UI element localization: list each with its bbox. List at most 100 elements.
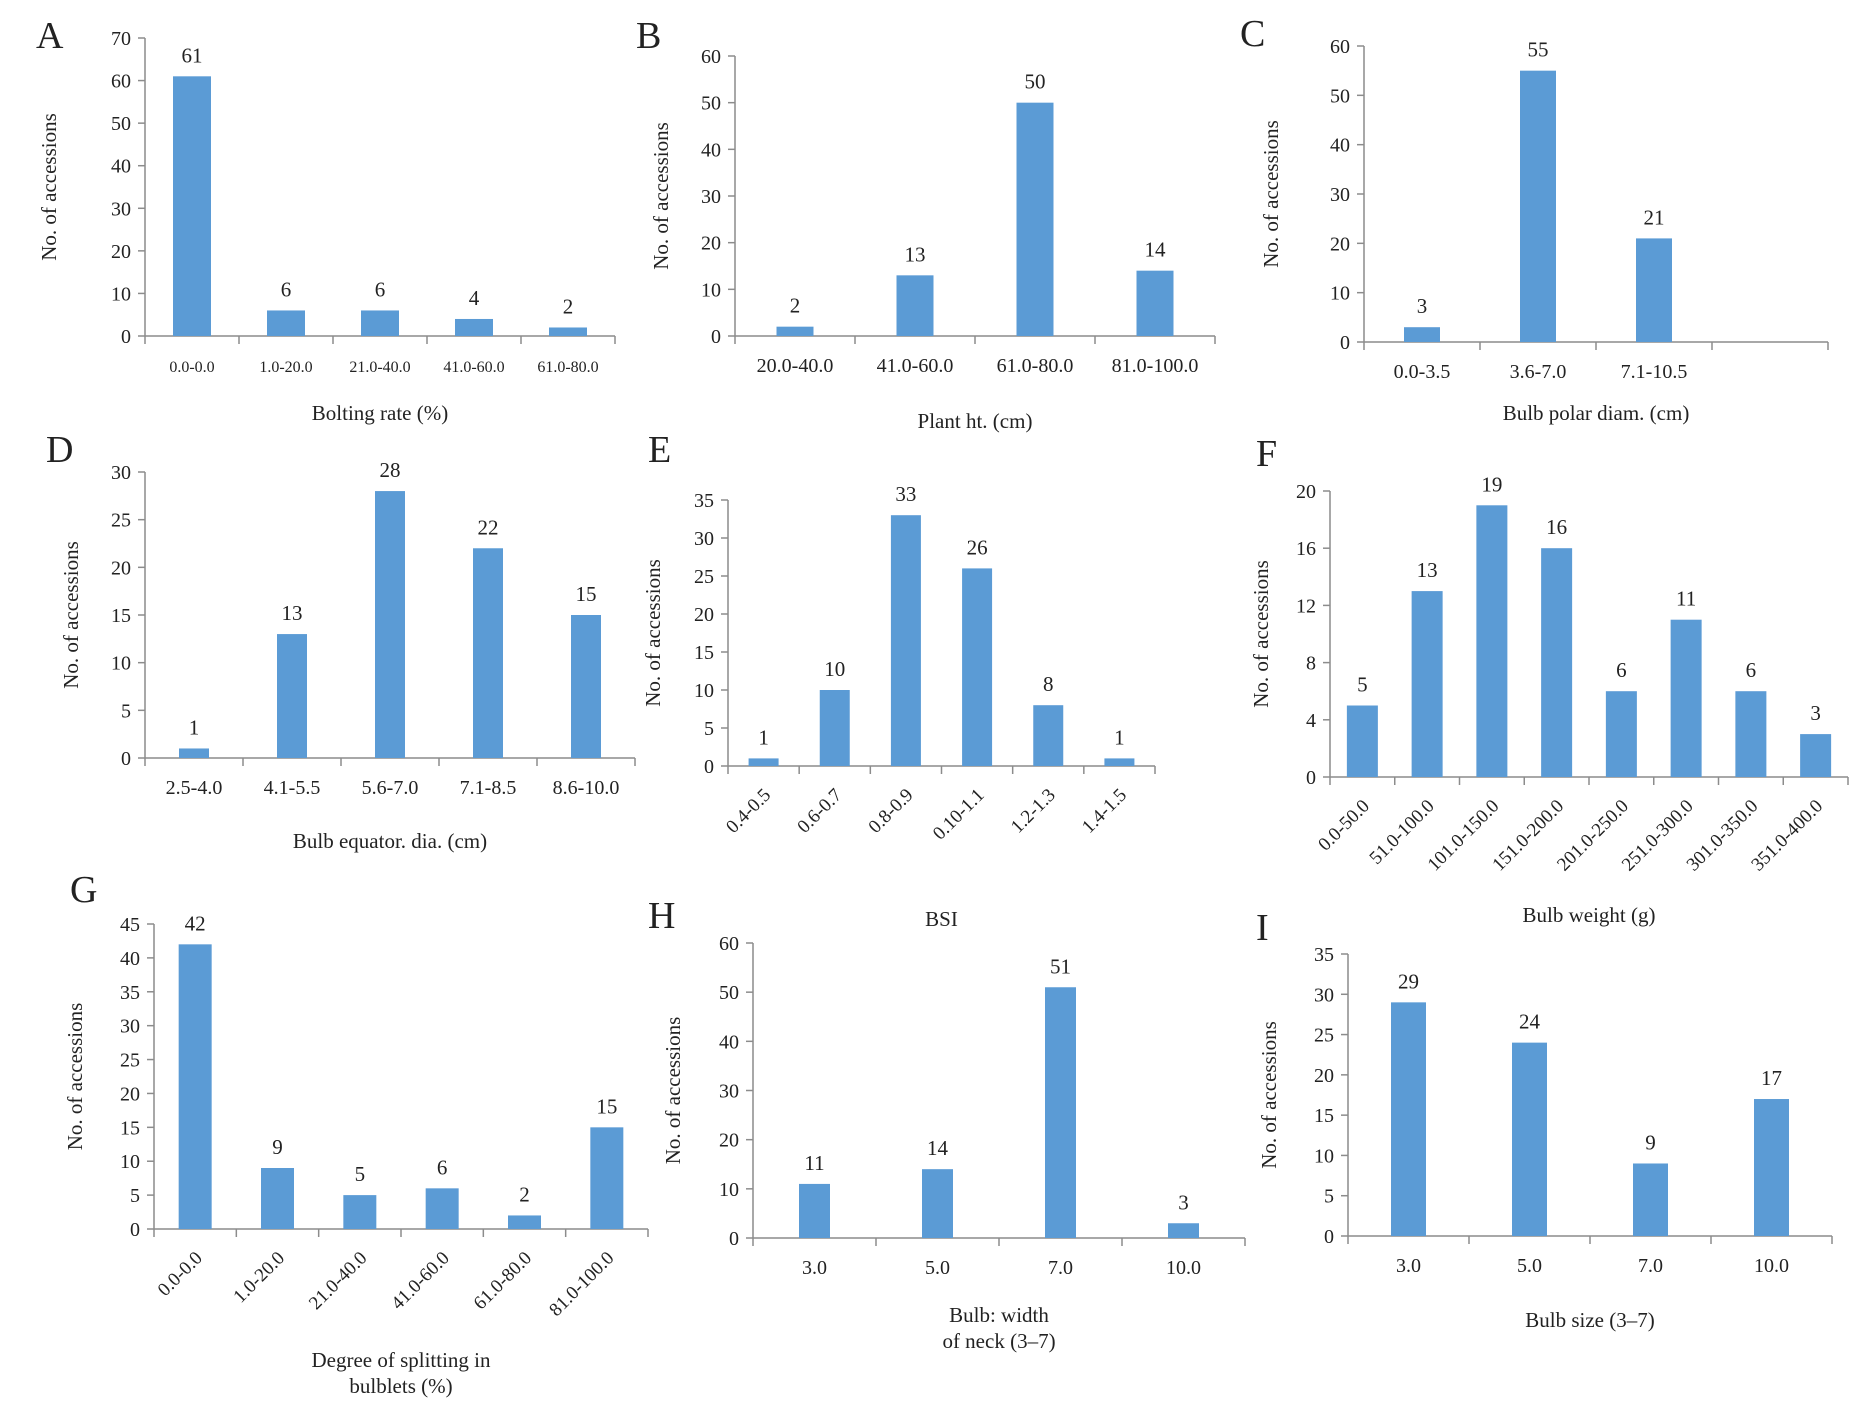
x-tick-label: 41.0-60.0 xyxy=(387,1248,453,1314)
y-tick-label: 10 xyxy=(719,1179,739,1201)
data-label: 6 xyxy=(1616,658,1627,682)
y-tick-label: 20 xyxy=(701,233,721,255)
y-tick-label: 20 xyxy=(111,241,131,263)
bar xyxy=(571,615,601,758)
y-tick-label: 30 xyxy=(694,528,714,550)
y-tick-label: 0 xyxy=(711,326,721,348)
panel-letter: E xyxy=(648,429,671,471)
data-label: 19 xyxy=(1481,472,1502,496)
data-label: 11 xyxy=(804,1151,824,1175)
y-tick-label: 25 xyxy=(120,1050,140,1072)
x-axis-title: bulblets (%) xyxy=(349,1374,452,1398)
y-tick-label: 40 xyxy=(111,156,131,178)
x-axis-title: of neck (3–7) xyxy=(942,1329,1055,1353)
panel-letter: I xyxy=(1256,907,1269,949)
x-tick-label: 4.1-5.5 xyxy=(264,777,321,799)
x-tick-label: 3.6-7.0 xyxy=(1510,361,1567,383)
y-tick-label: 0 xyxy=(704,756,714,778)
y-tick-label: 40 xyxy=(701,139,721,161)
y-tick-label: 25 xyxy=(1314,1025,1334,1047)
y-tick-label: 60 xyxy=(719,933,739,955)
y-tick-label: 35 xyxy=(1314,944,1334,966)
chart-panel-d: D 0 5 10 15 20 25 30 1 2.5-4.0 13 4.1-5.5 28 5.6-7.0 2… xyxy=(46,429,636,853)
data-label: 51 xyxy=(1050,954,1071,978)
y-axis-title: No. of accessions xyxy=(37,113,61,261)
data-label: 61 xyxy=(182,43,203,67)
x-tick-label: 21.0-40.0 xyxy=(349,359,410,376)
y-tick-label: 15 xyxy=(694,642,714,664)
bar xyxy=(361,310,399,336)
y-axis-title: No. of accessions xyxy=(1257,1021,1281,1169)
data-label: 33 xyxy=(895,482,916,506)
data-label: 3 xyxy=(1810,701,1821,725)
bar xyxy=(1512,1042,1547,1236)
x-tick-label: 2.5-4.0 xyxy=(166,777,223,799)
y-tick-label: 35 xyxy=(694,490,714,512)
y-tick-label: 10 xyxy=(111,283,131,305)
bar xyxy=(261,1168,294,1229)
y-axis-title: No. of accessions xyxy=(1259,120,1283,268)
x-axis-title: Degree of splitting in xyxy=(311,1348,491,1372)
y-axis-title: No. of accessions xyxy=(59,541,83,689)
chart-panel-c: C 0 10 20 30 40 50 60 3 0.0-3.5 55 3.6-7.0 21 7.1-10.… xyxy=(1240,13,1829,425)
data-label: 14 xyxy=(927,1136,949,1160)
y-tick-label: 10 xyxy=(111,653,131,675)
bar xyxy=(1735,691,1767,777)
data-label: 5 xyxy=(355,1162,366,1186)
y-tick-label: 0 xyxy=(1340,332,1350,354)
bar xyxy=(425,1188,459,1229)
y-tick-label: 12 xyxy=(1296,595,1316,617)
bar xyxy=(455,318,493,336)
y-tick-label: 0 xyxy=(121,748,131,770)
bar xyxy=(1754,1099,1789,1236)
data-label: 6 xyxy=(281,277,292,301)
y-tick-label: 15 xyxy=(120,1117,140,1139)
data-label: 2 xyxy=(563,294,574,318)
y-tick-label: 50 xyxy=(701,93,721,115)
data-label: 6 xyxy=(437,1155,448,1179)
x-tick-label: 1.2-1.3 xyxy=(1007,785,1060,838)
data-label: 13 xyxy=(1417,558,1438,582)
bar xyxy=(1346,705,1378,777)
panel-letter: D xyxy=(46,429,73,471)
y-tick-label: 0 xyxy=(1306,767,1316,789)
bar xyxy=(1633,1163,1668,1236)
bar xyxy=(1016,102,1054,337)
data-label: 24 xyxy=(1519,1010,1541,1034)
bar xyxy=(267,310,305,336)
x-tick-label: 8.6-10.0 xyxy=(553,777,620,799)
y-tick-label: 10 xyxy=(1314,1145,1334,1167)
chart-panel-e: E 0 5 10 15 20 25 30 35 1 0.4-0.5 10 0.6-0.7 33 0.8-0.… xyxy=(641,429,1156,931)
y-tick-label: 35 xyxy=(120,982,140,1004)
y-tick-label: 20 xyxy=(1314,1065,1334,1087)
bar xyxy=(962,568,993,766)
data-label: 9 xyxy=(1645,1130,1656,1154)
data-label: 2 xyxy=(519,1182,530,1206)
x-tick-label: 7.1-8.5 xyxy=(460,777,517,799)
chart-panel-b: B 0 10 20 30 40 50 60 2 20.0-40.0 13 41.0-60.0 50 61.… xyxy=(636,15,1216,433)
bar xyxy=(1045,987,1076,1238)
bar xyxy=(1104,758,1135,766)
x-tick-label: 81.0-100.0 xyxy=(1112,355,1199,377)
y-tick-label: 20 xyxy=(694,604,714,626)
data-label: 13 xyxy=(282,601,303,625)
y-tick-label: 10 xyxy=(694,680,714,702)
bar xyxy=(922,1169,953,1238)
data-label: 6 xyxy=(375,277,386,301)
x-tick-label: 7.0 xyxy=(1638,1255,1663,1277)
y-tick-label: 20 xyxy=(1330,233,1350,255)
data-label: 11 xyxy=(1676,587,1696,611)
data-label: 14 xyxy=(1145,238,1167,262)
bar xyxy=(1411,591,1443,777)
bar xyxy=(179,748,209,758)
bar xyxy=(1136,270,1174,336)
x-tick-label: 20.0-40.0 xyxy=(757,355,834,377)
x-tick-label: 7.0 xyxy=(1048,1257,1073,1279)
y-axis-title: No. of accessions xyxy=(649,122,673,270)
bar xyxy=(178,944,212,1229)
y-tick-label: 8 xyxy=(1306,653,1316,675)
panel-letter: B xyxy=(636,15,661,57)
y-tick-label: 60 xyxy=(111,71,131,93)
